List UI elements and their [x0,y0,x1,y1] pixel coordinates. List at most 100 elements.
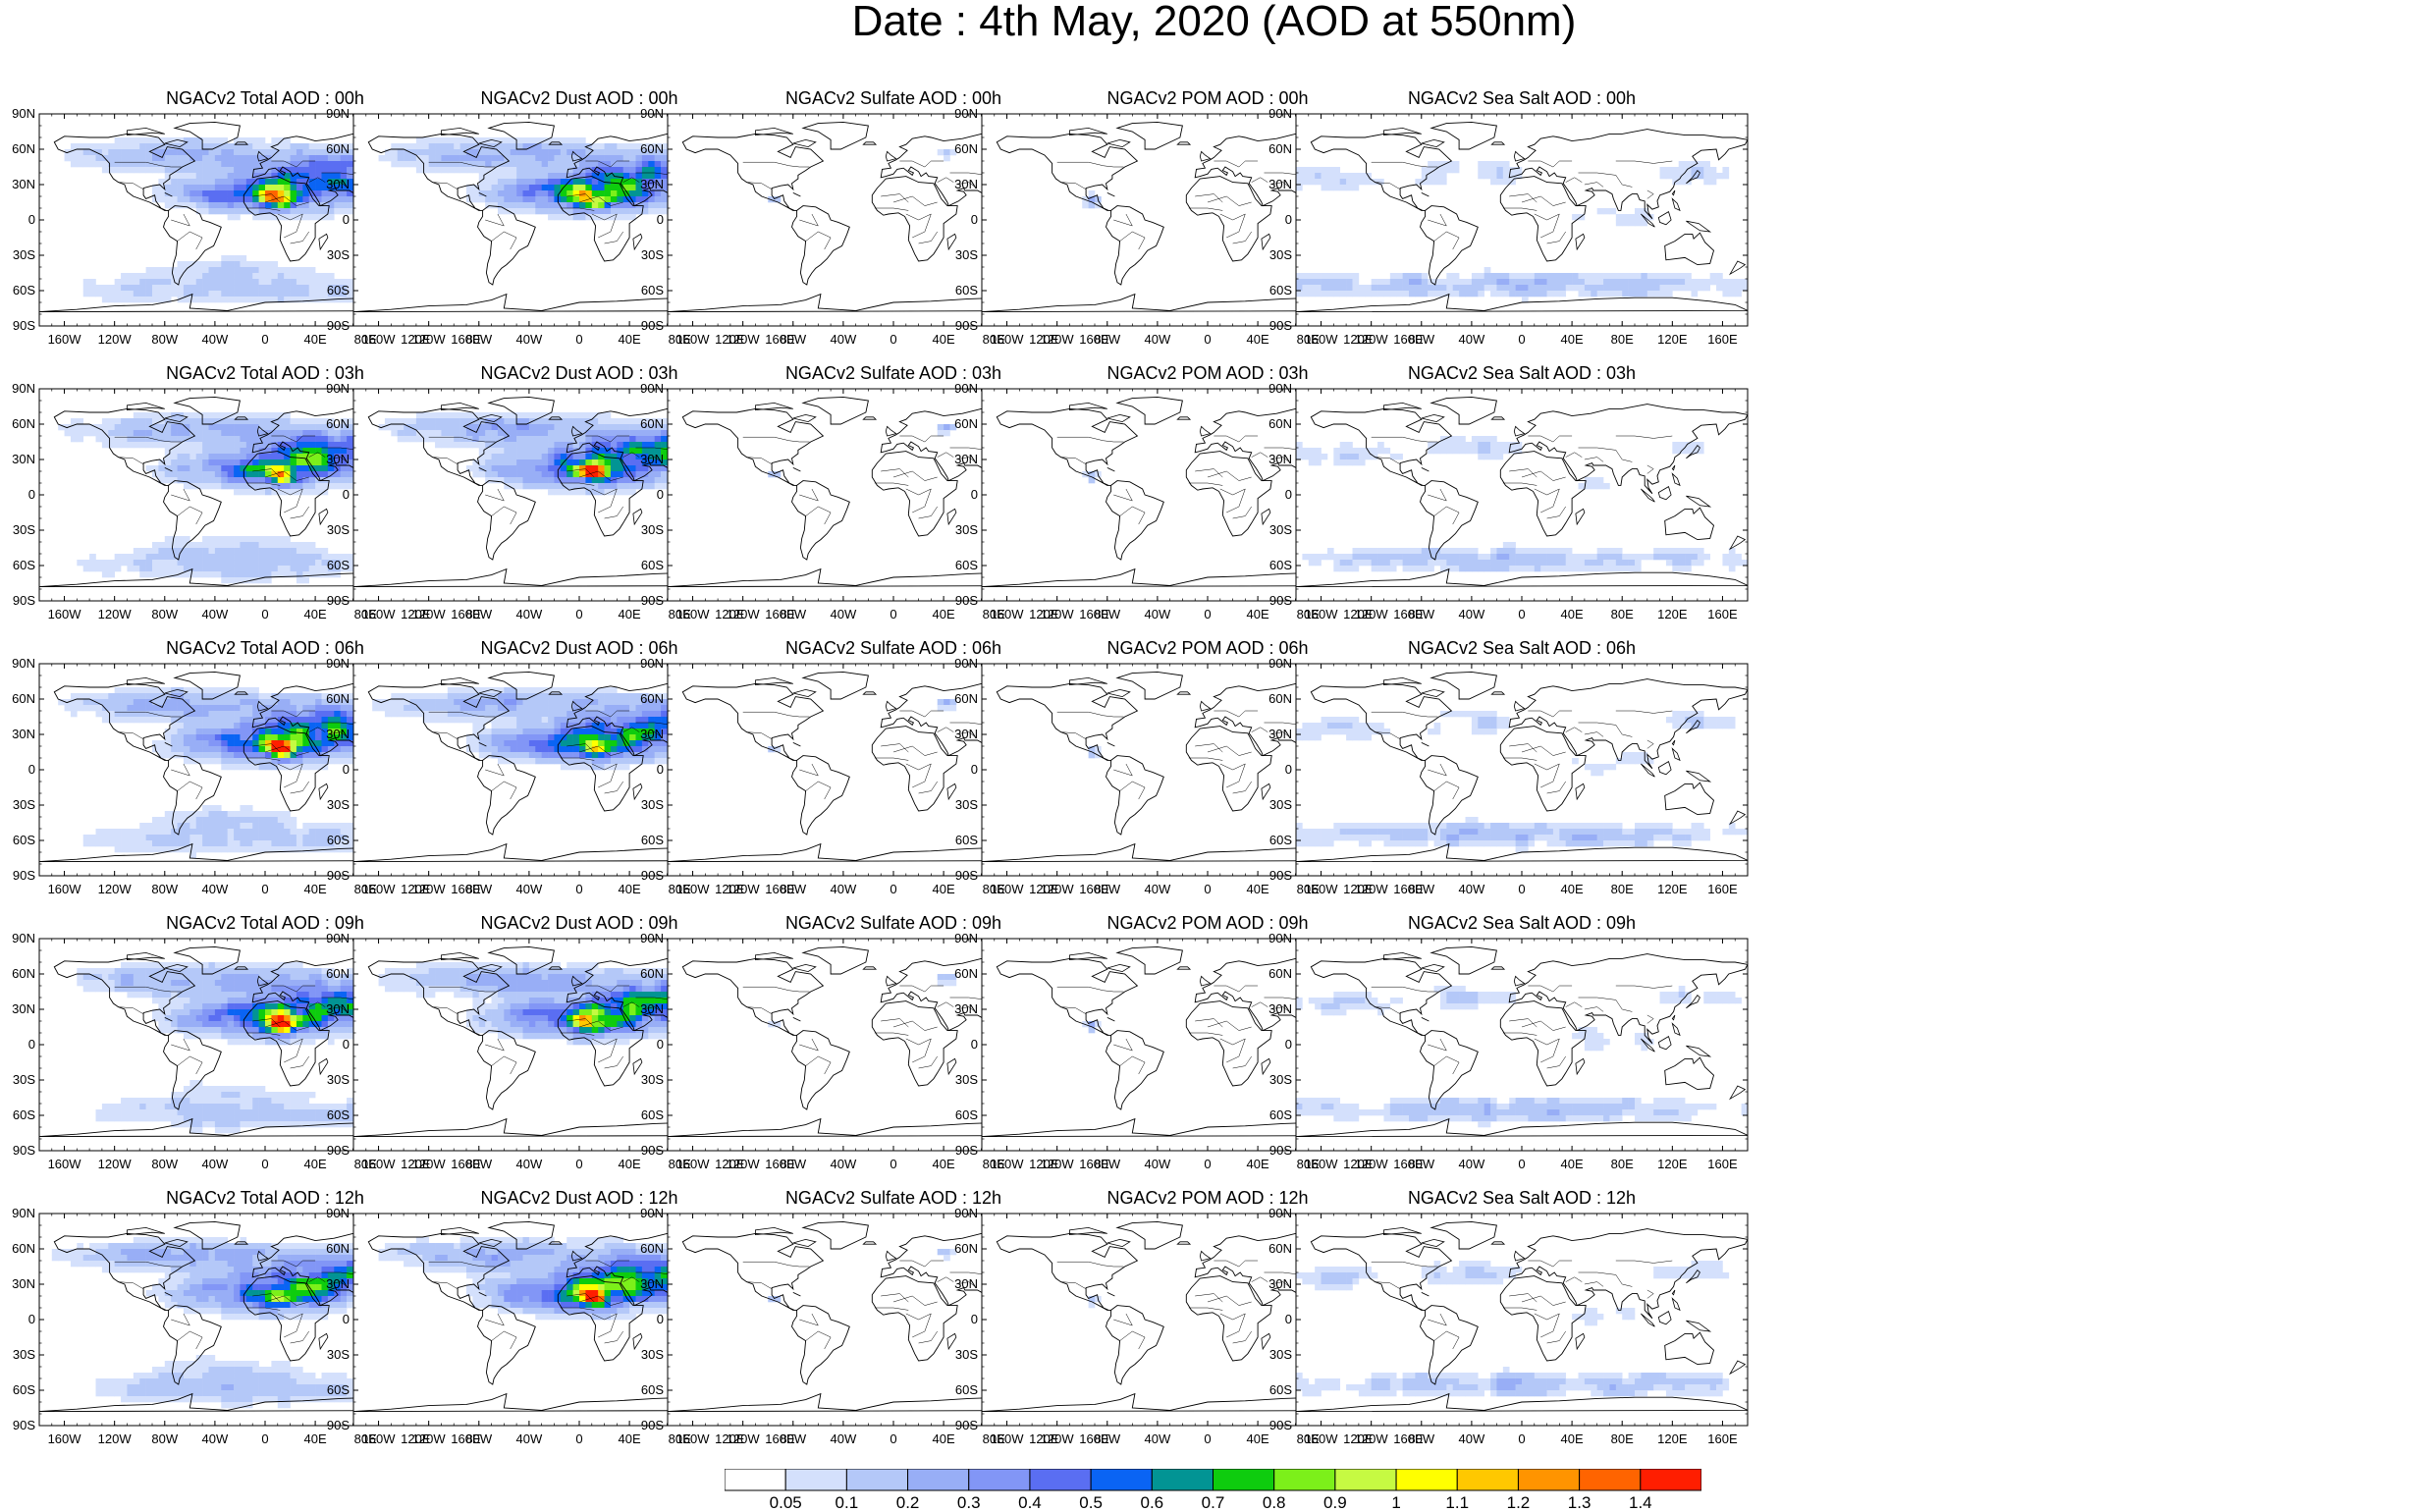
lon-tick-label: 160W [1305,332,1339,347]
lon-tick-label: 120E [1029,882,1059,896]
lat-tick-label: 60N [12,1241,35,1256]
panel-title: NGACv2 Sea Salt AOD : 12h [1407,1188,1637,1208]
lat-tick-label: 30N [326,177,350,191]
lon-tick-label: 40W [831,1431,857,1446]
lat-tick-label: 60S [1269,558,1292,572]
lon-tick-label: 80E [669,607,691,621]
lat-tick-label: 30S [641,522,664,537]
lat-tick-label: 90S [13,318,35,333]
lon-tick-label: 80E [1611,607,1634,621]
lon-tick-label: 80E [1297,332,1320,347]
lat-tick-label: 60S [955,833,978,847]
lat-tick-label: 0 [657,212,664,227]
lat-tick-label: 0 [28,487,35,502]
lon-tick-label: 80E [983,332,1005,347]
lon-tick-label: 160W [676,882,711,896]
lon-tick-label: 160E [1707,607,1738,621]
lat-tick-label: 90N [12,656,35,671]
lon-tick-label: 160E [765,607,795,621]
lon-tick-label: 80W [780,1431,806,1446]
lon-tick-label: 160E [1393,1157,1424,1171]
lat-tick-label: 90S [327,1418,350,1432]
lat-tick-label: 90N [1268,381,1292,396]
lon-tick-label: 160E [1393,332,1424,347]
lon-tick-label: 120W [727,1157,761,1171]
lat-tick-label: 30S [13,247,35,262]
lat-tick-label: 30S [955,1072,978,1087]
lat-tick-label: 60N [640,1241,664,1256]
lon-tick-label: 80W [1408,1431,1434,1446]
lon-tick-label: 80W [1094,1157,1120,1171]
colorbar-swatch [1029,1469,1092,1491]
lat-tick-label: 90N [1268,1206,1292,1220]
lon-tick-label: 0 [575,882,582,896]
lat-tick-label: 90S [13,1143,35,1158]
lat-tick-label: 30S [327,1072,350,1087]
lat-tick-label: 60N [1268,416,1292,431]
lon-tick-label: 80W [1094,607,1120,621]
map-plot: 90N 60N 30N 0 30S 60S 90S 160W 120W 80W 40W 0 40E 80E… [326,1206,806,1446]
lon-tick-label: 160W [1305,1157,1339,1171]
lat-tick-label: 30N [1268,1276,1292,1291]
lat-tick-label: 90S [641,1418,664,1432]
lon-tick-label: 40W [1459,1431,1485,1446]
lat-tick-label: 60N [640,416,664,431]
lon-tick-label: 120W [412,332,447,347]
lon-tick-label: 40W [1145,882,1171,896]
lon-tick-label: 120W [412,1431,447,1446]
lon-tick-label: 160W [676,1157,711,1171]
lat-tick-label: 90S [641,1143,664,1158]
lon-tick-label: 80W [151,882,178,896]
panel-title: NGACv2 Dust AOD : 03h [480,363,678,383]
lat-tick-label: 60S [13,1107,35,1122]
lon-tick-label: 120E [401,1157,431,1171]
map-plot: 90N 60N 30N 0 30S 60S 90S 160W 120W 80W 40W 0 40E 80E… [1268,381,1749,621]
lat-tick-label: 30S [327,522,350,537]
lon-tick-label: 160E [451,1431,481,1446]
lon-tick-label: 0 [261,1157,268,1171]
lat-tick-label: 90S [327,318,350,333]
lat-tick-label: 60N [640,966,664,981]
lon-tick-label: 120E [1343,882,1374,896]
lon-tick-label: 160W [1305,607,1339,621]
lon-tick-label: 0 [1518,332,1525,347]
lat-tick-label: 90N [326,106,350,121]
lon-tick-label: 0 [261,882,268,896]
lon-tick-label: 120E [1657,607,1688,621]
lon-tick-label: 80W [465,332,492,347]
lon-tick-label: 80E [1297,607,1320,621]
lon-tick-label: 80W [151,607,178,621]
lat-tick-label: 60N [1268,141,1292,156]
lat-tick-label: 60N [326,141,350,156]
colorbar-swatch [1090,1469,1153,1491]
panel-title: NGACv2 Sea Salt AOD : 06h [1407,638,1637,658]
lon-tick-label: 80W [151,332,178,347]
lon-tick-label: 40W [202,332,229,347]
lon-tick-label: 40E [1561,1157,1584,1171]
lon-tick-label: 160E [765,332,795,347]
lon-tick-label: 0 [575,607,582,621]
lat-tick-label: 60N [1268,966,1292,981]
lon-tick-label: 80E [669,332,691,347]
lon-tick-label: 80E [983,1431,1005,1446]
lon-tick-label: 80W [1408,607,1434,621]
lon-tick-label: 160E [1707,332,1738,347]
panel-title: NGACv2 Total AOD : 09h [166,913,364,933]
lon-tick-label: 40W [1459,607,1485,621]
lon-tick-label: 120W [1355,1431,1389,1446]
lon-tick-label: 80E [354,1157,377,1171]
colorbar-label: 0.1 [836,1493,859,1512]
lon-tick-label: 80W [465,1157,492,1171]
lon-tick-label: 120W [98,1157,133,1171]
lon-tick-label: 120E [715,882,745,896]
colorbar-label: 0.6 [1140,1493,1163,1512]
colorbar-label: 1.4 [1629,1493,1652,1512]
lat-tick-label: 90S [955,1418,978,1432]
lat-tick-label: 30N [12,1276,35,1291]
lon-tick-label: 120E [401,332,431,347]
lat-tick-label: 90N [954,106,978,121]
lon-tick-label: 120W [98,332,133,347]
lat-tick-label: 60S [955,558,978,572]
lon-tick-label: 120E [1343,607,1374,621]
lon-tick-label: 80W [1408,882,1434,896]
